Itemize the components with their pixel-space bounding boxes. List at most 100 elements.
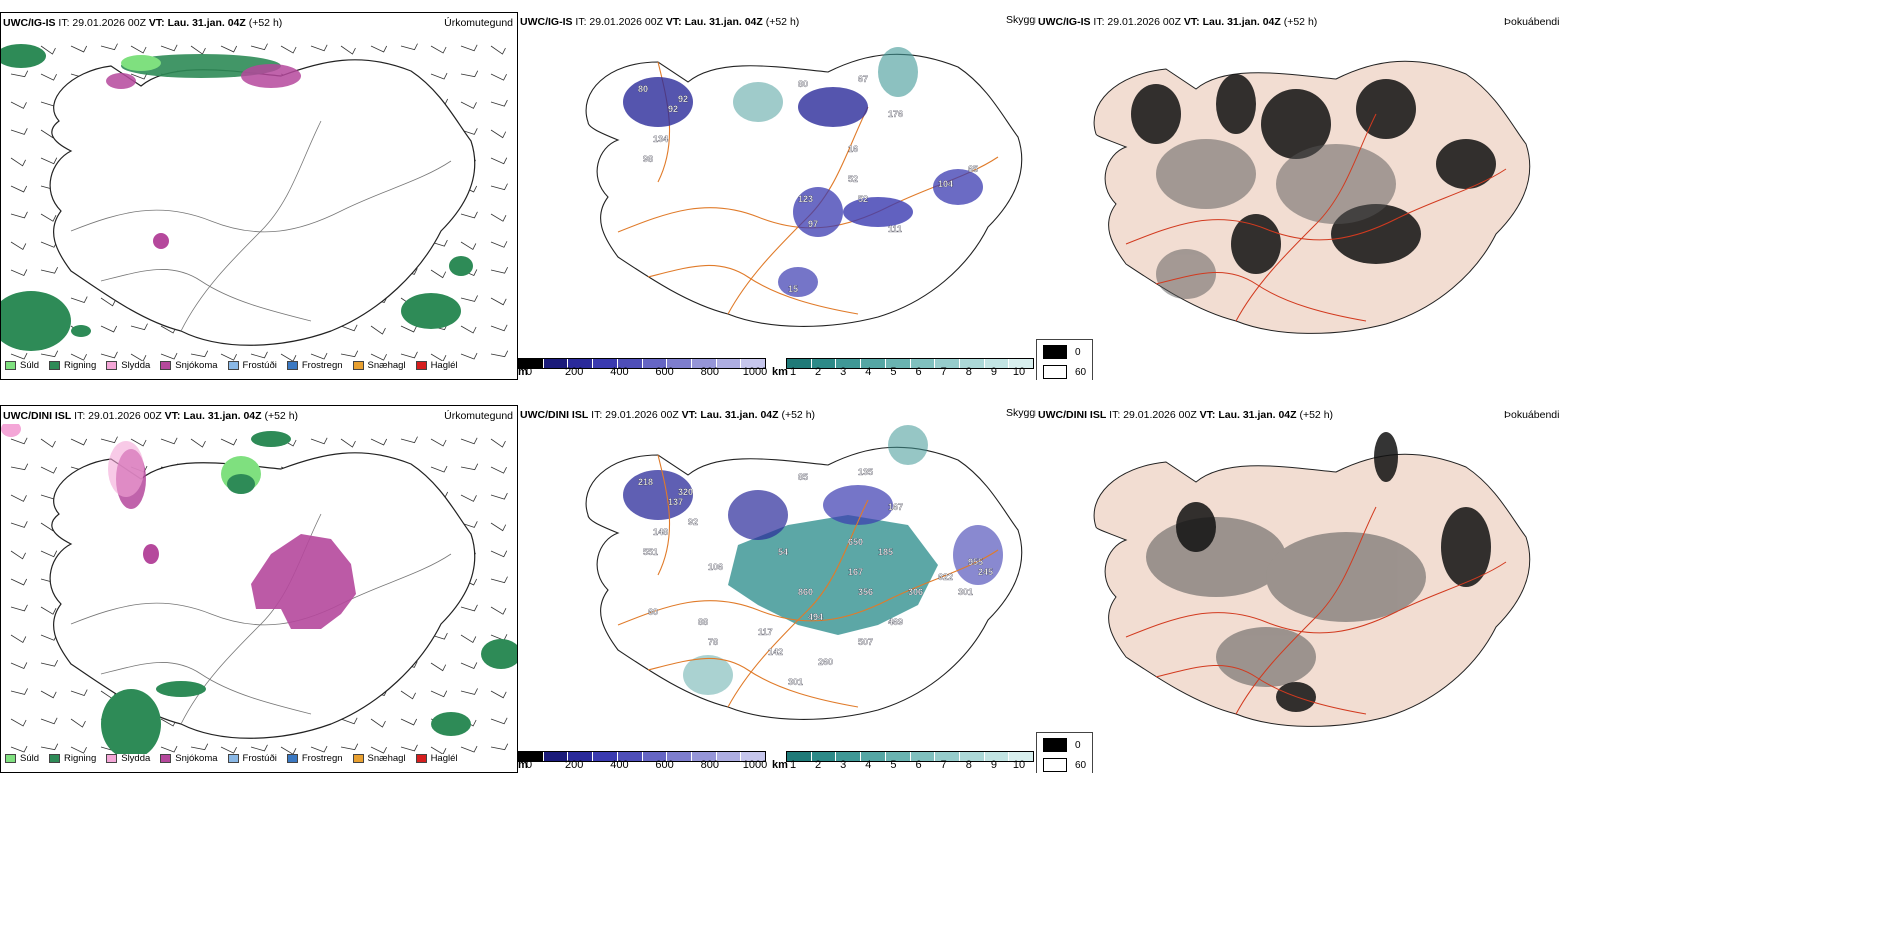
wind-barb	[460, 688, 478, 695]
colorbar-tick: 3	[840, 366, 847, 378]
wind-barb	[400, 436, 418, 444]
wind-barb	[220, 438, 238, 446]
colorbar-step	[984, 752, 1010, 761]
wind-barb	[40, 266, 58, 274]
wind-barb	[40, 606, 57, 615]
wind-barb	[190, 350, 209, 358]
colorbar-tick: 9	[990, 759, 997, 771]
wind-barb	[10, 70, 29, 78]
colorbar-step	[543, 752, 569, 761]
panel-name: Skyggni	[1006, 14, 1036, 26]
colorbar-step	[787, 752, 812, 761]
wind-barb	[250, 43, 268, 51]
wind-barb	[400, 690, 416, 700]
panel-name: Úrkomutegund	[444, 410, 513, 422]
wind-barb	[100, 351, 118, 359]
wind-barb	[70, 353, 87, 361]
iceland-visibility-map-row2: 218 137 148 551 85 135 167 167 494 622 469 860 955 35…	[585, 425, 1023, 720]
wind-barb	[370, 325, 386, 335]
colorbar-tick: 3	[840, 759, 847, 771]
visibility-panel-row1: UWC/IG-IS IT: 29.01.2026 00Z VT: Lau. 31…	[518, 12, 1036, 380]
wind-barb	[10, 634, 27, 643]
colorbar-tick: 0	[525, 759, 533, 771]
wind-barb	[460, 128, 478, 135]
colorbar-step	[861, 752, 886, 761]
colorbar-step	[519, 752, 544, 761]
visibility-value-label: 92	[688, 517, 698, 527]
wind-barb	[490, 183, 508, 191]
visibility-value-label: 52	[848, 174, 858, 184]
wind-barb	[460, 325, 477, 334]
visibility-value-label: 176	[888, 109, 903, 119]
visibility-value-label: 104	[938, 179, 953, 189]
visibility-panel-row2: UWC/DINI ISL IT: 29.01.2026 00Z VT: Lau.…	[518, 405, 1036, 773]
visibility-value-label: 123	[798, 194, 813, 204]
colorbar-step	[811, 752, 837, 761]
colorbar-tick: 400	[610, 366, 629, 378]
wind-barb	[340, 350, 359, 358]
precip-legend-item: Frostúði	[227, 753, 277, 764]
wind-barb	[490, 241, 508, 248]
legend-label: Snæhagl	[367, 360, 406, 371]
wind-barb	[40, 438, 56, 448]
wind-barb	[460, 437, 478, 445]
wind-barb	[130, 323, 148, 331]
colorbar-tick: 800	[700, 759, 719, 771]
visibility-value-label: 320	[678, 487, 693, 497]
wind-barb	[10, 494, 27, 502]
legend-label: Snjókoma	[175, 753, 218, 764]
colorbar-tick: 1000	[742, 366, 768, 378]
wind-barb	[100, 297, 116, 307]
colorbar-step	[959, 359, 985, 368]
wind-barb	[10, 745, 28, 753]
wind-barb	[490, 350, 509, 358]
wind-barb	[130, 72, 148, 80]
wind-barb	[280, 746, 297, 754]
iceland-fog-map-row1	[1093, 60, 1531, 334]
visibility-value-label: 85	[798, 472, 808, 482]
precip-type-legend: Súld Rigning Slydda Snjókoma Frostúði Frostre…	[5, 753, 458, 764]
legend-label: Súld	[20, 753, 40, 764]
visibility-value-label: 88	[698, 617, 708, 627]
wind-barb	[40, 350, 59, 358]
legend-label: Slydda	[121, 753, 151, 764]
visibility-value-label: 306	[908, 587, 923, 597]
colorbar-step	[959, 752, 985, 761]
colorbar-step	[861, 359, 886, 368]
visibility-value-label: 92	[678, 94, 688, 104]
wind-barb	[10, 463, 29, 471]
precip-legend-item: Súld	[5, 753, 39, 764]
visibility-value-label: 137	[668, 497, 683, 507]
colorbar-step	[787, 359, 812, 368]
wind-barb	[460, 521, 478, 528]
wind-barb	[340, 717, 358, 725]
wind-barb	[490, 324, 508, 332]
colorbar-step	[1009, 752, 1034, 761]
colorbar-step	[836, 359, 862, 368]
wind-barb	[490, 690, 507, 699]
fog-legend-row1: 0 60	[1036, 339, 1093, 380]
visibility-value-label: 507	[858, 637, 873, 647]
colorbar-tick: 200	[565, 366, 584, 378]
wind-barb	[490, 492, 508, 500]
colorbar-step	[667, 359, 692, 368]
wind-barb	[460, 662, 478, 669]
colorbar-step	[593, 359, 618, 368]
wind-barb	[100, 325, 118, 333]
wind-barb	[160, 352, 178, 360]
vis-m-unit: m	[518, 366, 528, 378]
legend-label: Haglél	[430, 753, 458, 764]
wind-barb	[10, 101, 27, 109]
wind-barb	[370, 45, 388, 53]
colorbar-tick: 800	[700, 366, 719, 378]
wind-barb	[10, 211, 28, 219]
wind-barb	[490, 743, 509, 751]
wind-barb	[490, 466, 507, 474]
wind-barb	[490, 45, 506, 55]
wind-barb	[40, 466, 57, 474]
visibility-value-label: 167	[848, 567, 863, 577]
wind-barb	[460, 101, 477, 109]
visibility-value-label: 80	[638, 84, 648, 94]
panel-title: UWC/DINI ISL IT: 29.01.2026 00Z VT: Lau.…	[520, 409, 816, 421]
legend-label: Snjókoma	[175, 360, 218, 371]
